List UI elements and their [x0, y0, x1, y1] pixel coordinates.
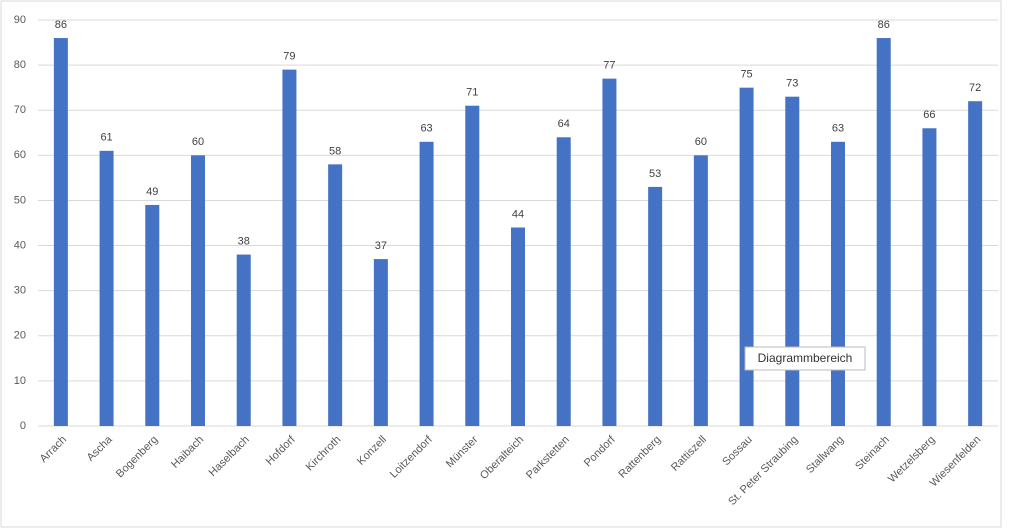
bar — [236, 254, 251, 426]
bar — [739, 87, 754, 427]
data-label: 61 — [100, 132, 112, 144]
data-label: 71 — [466, 87, 478, 99]
data-label: 60 — [192, 136, 204, 148]
bar — [602, 78, 617, 427]
data-label: 38 — [238, 235, 250, 247]
data-label: 86 — [878, 19, 890, 31]
bar — [465, 105, 480, 426]
y-tick-label: 0 — [20, 420, 26, 432]
data-label: 60 — [695, 136, 707, 148]
data-label: 73 — [786, 78, 798, 90]
data-label: 64 — [558, 118, 570, 130]
data-label: 63 — [420, 123, 432, 135]
bar — [282, 69, 297, 426]
y-tick-label: 40 — [14, 239, 26, 251]
data-label: 49 — [146, 186, 158, 198]
bar — [876, 38, 891, 427]
data-label: 44 — [512, 208, 524, 220]
y-tick-label: 20 — [14, 330, 26, 342]
tooltip-box — [744, 346, 866, 371]
bar — [968, 101, 983, 426]
bar — [556, 137, 571, 427]
data-label: 66 — [923, 109, 935, 121]
data-label: 53 — [649, 168, 661, 180]
y-tick-label: 50 — [14, 194, 26, 206]
tooltip: Diagrammbereich — [744, 346, 866, 371]
data-label: 75 — [740, 69, 752, 81]
bar — [145, 204, 160, 426]
tooltip-text: Diagrammbereich — [758, 351, 853, 365]
y-tick-label: 80 — [14, 59, 26, 71]
bar — [373, 259, 388, 426]
y-tick-label: 30 — [14, 285, 26, 297]
data-label: 37 — [375, 240, 387, 252]
bar — [693, 155, 708, 427]
data-label: 63 — [832, 123, 844, 135]
data-label: 72 — [969, 82, 981, 94]
y-tick-label: 60 — [14, 149, 26, 161]
data-label: 58 — [329, 145, 341, 157]
bar — [831, 141, 845, 427]
bar — [922, 128, 937, 426]
bar — [328, 164, 343, 426]
y-tick-label: 70 — [14, 104, 26, 116]
bar — [511, 227, 525, 426]
bar — [648, 186, 663, 426]
data-label: 79 — [283, 51, 295, 63]
y-tick-label: 90 — [14, 14, 26, 26]
data-label: 77 — [603, 60, 615, 72]
bar — [99, 150, 114, 427]
bar — [53, 38, 68, 427]
bar — [785, 96, 800, 426]
bar — [419, 141, 434, 427]
data-label: 86 — [55, 19, 67, 31]
y-tick-label: 10 — [14, 375, 26, 387]
bar — [191, 155, 205, 427]
